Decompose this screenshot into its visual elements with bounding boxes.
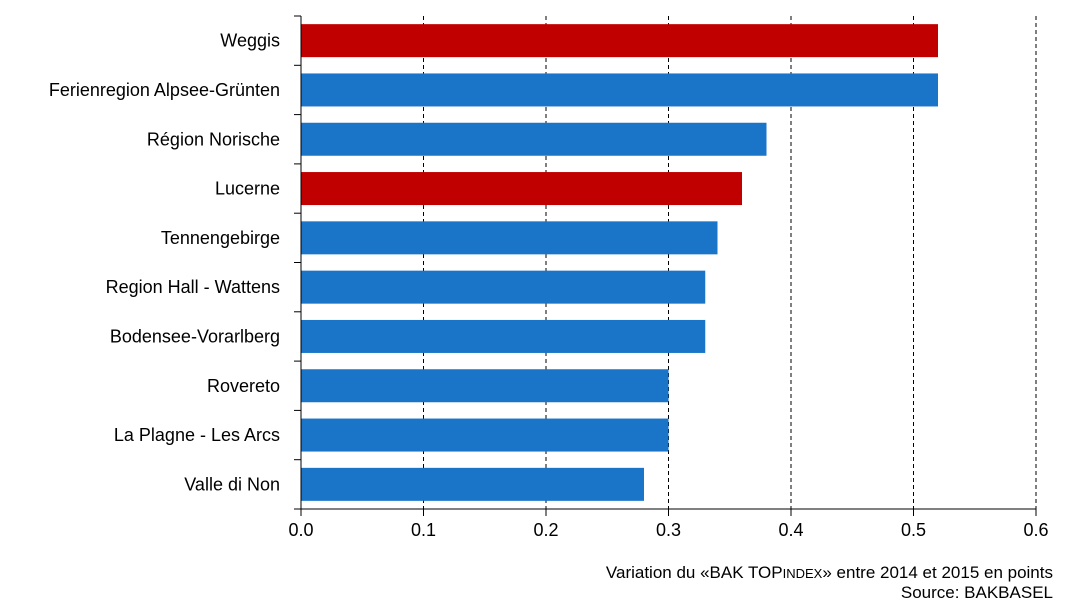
- source-caption: Source: BAKBASEL: [900, 583, 1053, 602]
- bar: [301, 319, 706, 353]
- caption-text-start: Variation du «BAK TOP: [605, 563, 783, 582]
- category-label: La Plagne - Les Arcs: [114, 425, 280, 445]
- category-label: Bodensee-Vorarlberg: [110, 326, 280, 346]
- bar-chart: Weggis Ferienregion Alpsee-Grünten Région …: [49, 15, 1049, 540]
- bar: [301, 418, 669, 452]
- bar: [301, 122, 767, 156]
- caption-text-end: » entre 2014 et 2015 en points: [822, 563, 1053, 582]
- category-label: Rovereto: [207, 376, 280, 396]
- bar: [301, 172, 742, 206]
- caption-text-smallcaps: INDEX: [782, 566, 823, 581]
- x-tick-label: 0.3: [656, 520, 681, 540]
- x-tick-label: 0.4: [778, 520, 803, 540]
- category-label: Région Norische: [147, 129, 280, 149]
- bar: [301, 369, 669, 403]
- category-label: Region Hall - Wattens: [106, 277, 280, 297]
- x-tick-label: 0.5: [901, 520, 926, 540]
- bar: [301, 467, 644, 501]
- category-label: Ferienregion Alpsee-Grünten: [49, 80, 280, 100]
- x-tick-label: 0.1: [411, 520, 436, 540]
- x-tick-label: 0.2: [533, 520, 558, 540]
- category-label: Valle di Non: [184, 474, 280, 494]
- category-label: Tennengebirge: [161, 228, 280, 248]
- x-tick-label: 0.0: [288, 520, 313, 540]
- x-tick-label: 0.6: [1023, 520, 1048, 540]
- bar: [301, 73, 938, 107]
- bar: [301, 270, 706, 304]
- bar: [301, 221, 718, 255]
- category-label: Weggis: [220, 31, 280, 51]
- category-label: Lucerne: [215, 179, 280, 199]
- axis-caption: Variation du «BAK TOPINDEX» entre 2014 e…: [606, 563, 1053, 583]
- bar: [301, 24, 938, 58]
